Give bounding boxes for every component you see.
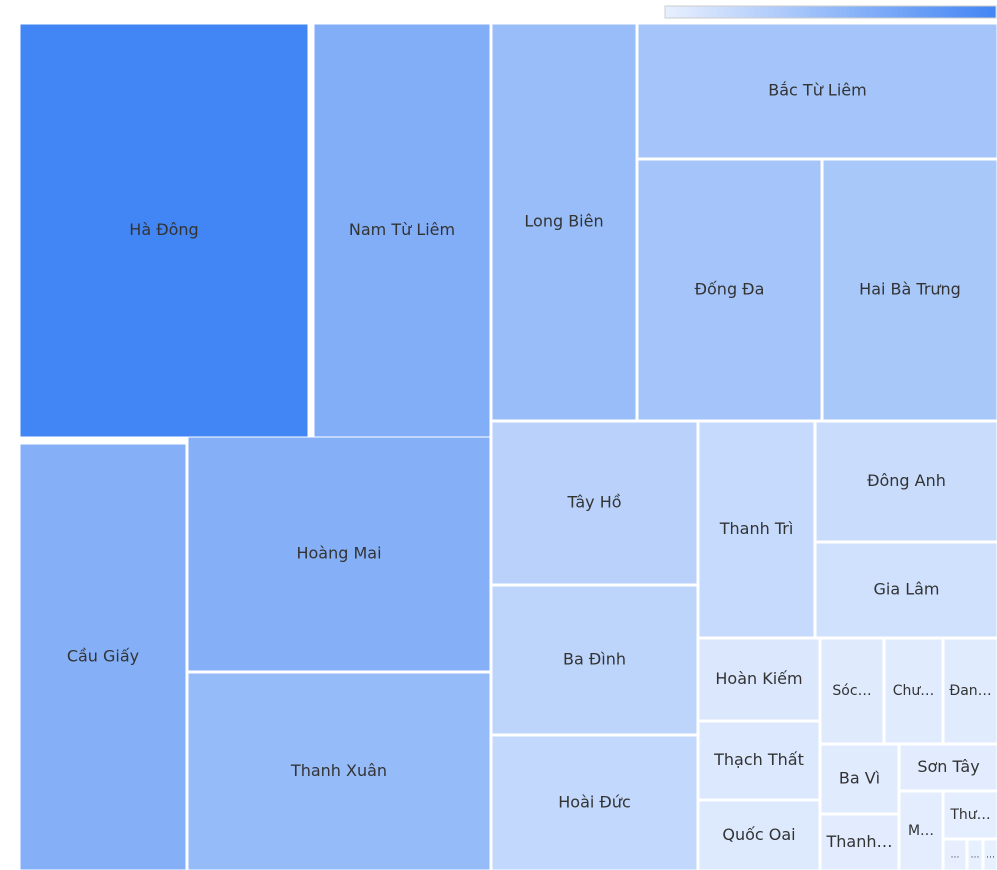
- tile-label: Đông Anh: [867, 471, 946, 490]
- tile: [698, 800, 820, 870]
- tile-label: …: [986, 851, 995, 861]
- tile: [491, 23, 637, 421]
- tile-label: Nam Từ Liêm: [349, 220, 455, 239]
- tile: [943, 638, 997, 744]
- tile-label: Thanh Trì: [719, 519, 794, 538]
- tile: [313, 23, 491, 438]
- tile-label: Thư…: [949, 807, 990, 823]
- tile: [983, 839, 997, 870]
- tile-label: Hoàn Kiếm: [715, 669, 802, 688]
- tile: [19, 443, 187, 870]
- tile: [899, 791, 943, 870]
- tile-label: Đống Đa: [695, 280, 765, 299]
- tile: [899, 744, 997, 791]
- tile-label: Sơn Tây: [917, 757, 979, 776]
- color-legend: [664, 5, 997, 19]
- tile-label: …: [971, 851, 980, 861]
- tile: [698, 721, 820, 800]
- tile-label: Tây Hồ: [566, 493, 621, 512]
- tile-label: Gia Lâm: [873, 580, 939, 599]
- tile-label: Hai Bà Trưng: [859, 280, 961, 299]
- tile-label: Chư…: [893, 683, 935, 699]
- tile: [637, 159, 822, 421]
- tile: [698, 638, 820, 721]
- tile: [637, 23, 997, 159]
- tile: [187, 436, 491, 672]
- tile: [822, 159, 997, 421]
- tile-label: Hoàng Mai: [296, 544, 381, 563]
- tile-label: Ba Đình: [563, 650, 626, 669]
- tile-label: M…: [908, 823, 934, 839]
- tile: [698, 421, 815, 638]
- tile-label: Thanh…: [826, 832, 893, 851]
- tile: [820, 638, 884, 744]
- tile: [967, 839, 983, 870]
- tile-label: Cầu Giấy: [67, 647, 139, 666]
- tile: [491, 735, 698, 870]
- tile: [884, 638, 943, 744]
- tile-label: Đan…: [949, 683, 991, 699]
- tile: [943, 791, 997, 839]
- tile-label: Sóc…: [832, 683, 871, 699]
- tile: [820, 744, 899, 814]
- tile: [187, 672, 491, 870]
- tile-label: Ba Vì: [839, 769, 880, 788]
- tile-label: Long Biên: [524, 212, 603, 231]
- tile: [491, 421, 698, 585]
- tile-label: Quốc Oai: [722, 825, 795, 844]
- tile: [491, 585, 698, 735]
- tile: [820, 814, 899, 870]
- tile-label: Hà Đông: [129, 220, 198, 239]
- tile: [815, 421, 997, 542]
- tile: [943, 839, 967, 870]
- tile: [19, 23, 309, 438]
- tile-label: …: [951, 851, 960, 861]
- tile: [815, 542, 997, 638]
- tile-label: Hoài Đức: [558, 793, 631, 812]
- tile-label: Thanh Xuân: [290, 761, 387, 780]
- tile-label: Bắc Từ Liêm: [768, 81, 866, 100]
- tile-label: Thạch Thất: [713, 750, 804, 769]
